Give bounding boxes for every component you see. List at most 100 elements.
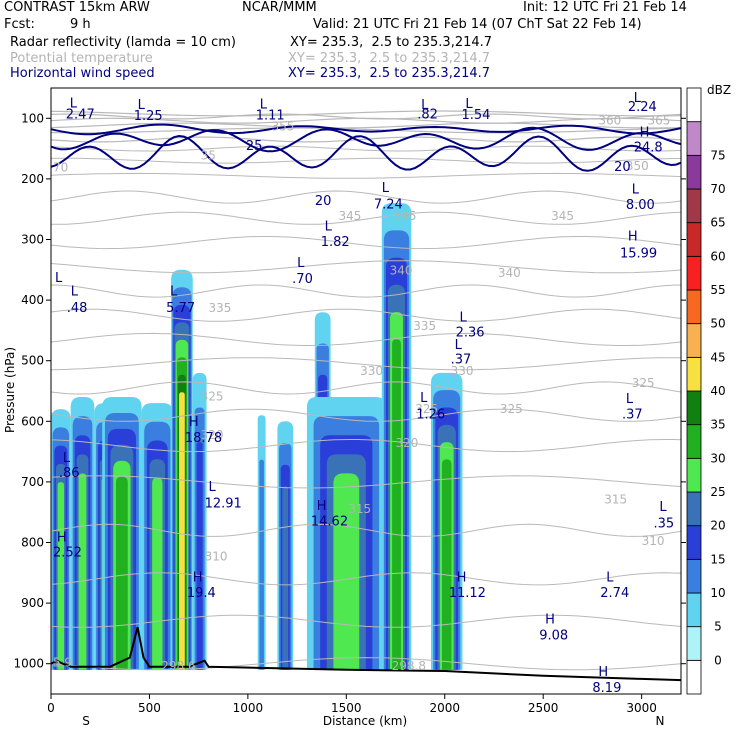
- x-tick-label: 2500: [528, 701, 559, 715]
- colorbar-level-label: 25: [710, 485, 725, 499]
- forecast-label: Fcst:: [4, 17, 35, 32]
- theta-label: 335: [209, 301, 232, 315]
- field-wind-xy: XY= 235.3, 2.5 to 235.3,214.7: [288, 66, 491, 81]
- theta-label: 330: [360, 364, 383, 378]
- wind-extremum-label: 1.82: [321, 235, 350, 250]
- colorbar-cell: [686, 525, 702, 560]
- wind-extremum-label: H: [598, 665, 608, 680]
- theta-contour: [50, 439, 682, 453]
- theta-label: 315: [604, 493, 627, 507]
- theta-label: 5.9: [53, 656, 72, 670]
- theta-label: 298.8: [392, 659, 426, 673]
- y-tick-label: 500: [21, 354, 44, 368]
- field-reflectivity-xy: XY= 235.3, 2.5 to 235.3,214.7: [290, 35, 493, 50]
- theta-label: 320: [396, 436, 419, 450]
- y-tick-label: 300: [21, 233, 44, 247]
- model-title: CONTRAST 15km ARW: [4, 0, 150, 15]
- storm-cell-5-dbz-40: [179, 392, 185, 670]
- theta-label: 70: [53, 161, 68, 175]
- colorbar-cell: [686, 222, 702, 257]
- storm-cell-10-dbz-25: [333, 473, 360, 670]
- theta-contour: [50, 523, 682, 537]
- colorbar-cell: [686, 659, 702, 695]
- theta-contour: [50, 357, 681, 371]
- theta-label: 345: [551, 209, 574, 223]
- wind-extremum-label: L: [634, 91, 642, 106]
- field-theta-xy: XY= 235.3, 2.5 to 235.3,214.7: [288, 51, 491, 66]
- wind-extremum-label: 1.54: [461, 108, 490, 123]
- colorbar-cell: [686, 491, 702, 527]
- wind-extremum-label: .48: [67, 301, 88, 316]
- theta-label: 350: [626, 159, 649, 173]
- forecast-hour: 9 h: [70, 17, 91, 32]
- colorbar-cell: [686, 592, 702, 628]
- x-tick-label: 500: [138, 701, 161, 715]
- x-tick-label: 1000: [233, 701, 264, 715]
- theta-contour: [50, 172, 682, 179]
- wind-extremum-label: .82: [417, 107, 438, 122]
- wind-extremum-label: L: [209, 480, 217, 495]
- colorbar-cell: [686, 87, 702, 123]
- wind-extremum-label: L: [138, 98, 146, 113]
- wind-extremum-label: .35: [653, 516, 674, 531]
- y-tick-label: 100: [21, 111, 44, 125]
- x-tick-label: 1500: [331, 701, 362, 715]
- wind-extremum-label: 2.24: [628, 100, 657, 115]
- theta-label: 315: [348, 502, 371, 516]
- org-label: NCAR/MMM: [242, 0, 317, 15]
- theta-contour: [50, 157, 682, 164]
- storm-cell-6-dbz-15: [196, 442, 203, 670]
- colorbar-level-label: 20: [710, 519, 725, 533]
- wind-extremum-label: 12.91: [205, 496, 242, 511]
- wind-extremum-label: 5.77: [166, 301, 195, 316]
- colorbar-cell: [686, 356, 702, 392]
- wind-extremum-label: 9.08: [539, 628, 568, 643]
- wind-extremum-label: H: [317, 499, 327, 514]
- wind-extremum-label: .37: [451, 353, 472, 368]
- wind-contour-label: 20: [614, 160, 631, 175]
- theta-label: 325: [500, 402, 523, 416]
- colorbar-cell: [686, 154, 702, 190]
- x-tick-label: 3000: [626, 701, 657, 715]
- colorbar-level-label: 5: [714, 620, 722, 634]
- theta-contour: [50, 475, 682, 489]
- wind-extremum-label: H: [628, 230, 638, 245]
- theta-label: 330: [451, 364, 474, 378]
- storm-cell-8-dbz-20: [282, 486, 289, 670]
- wind-extremum-label: H: [193, 570, 203, 585]
- wind-extremum-label: 2.36: [456, 325, 485, 340]
- colorbar-level-label: 30: [710, 451, 725, 465]
- colorbar-cell: [686, 457, 702, 493]
- colorbar-cell: [686, 558, 702, 594]
- wind-contour: [50, 134, 682, 172]
- colorbar-cell: [686, 626, 702, 661]
- storm-cell-7-dbz-10: [259, 459, 264, 670]
- theta-label: 298.6: [161, 659, 195, 673]
- theta-label: 345: [338, 209, 361, 223]
- x-tick-label: 2000: [429, 701, 460, 715]
- wind-extremum-label: 2.52: [53, 545, 82, 560]
- x-axis-south-label: S: [82, 714, 90, 728]
- theta-label: 340: [390, 264, 413, 278]
- wind-extremum-label: 1.26: [416, 407, 445, 422]
- wind-extremum-label: 18.78: [185, 431, 222, 446]
- theta-label: 325: [201, 390, 224, 404]
- theta-contours: [50, 110, 682, 671]
- wind-contour: [50, 126, 682, 153]
- wind-extremum-label: L: [55, 271, 63, 286]
- wind-extremum-label: .37: [622, 407, 643, 422]
- wind-extremum-label: 14.62: [311, 515, 348, 530]
- theta-contour: [50, 657, 682, 671]
- colorbar-cell: [686, 255, 702, 291]
- colorbar-level-label: 0: [714, 653, 722, 667]
- wind-extremum-label: .70: [292, 272, 313, 287]
- field-theta-name: Potential temperature: [10, 51, 153, 66]
- colorbar-level-label: 35: [710, 418, 725, 432]
- theta-label: 340: [498, 266, 521, 280]
- wind-extremum-label: L: [421, 98, 429, 113]
- wind-extremum-label: 1.25: [134, 109, 163, 124]
- y-tick-label: 800: [21, 536, 44, 550]
- colorbar-level-label: 15: [710, 552, 725, 566]
- field-wind-name: Horizontal wind speed: [10, 66, 155, 81]
- wind-extremum-label: L: [420, 391, 428, 406]
